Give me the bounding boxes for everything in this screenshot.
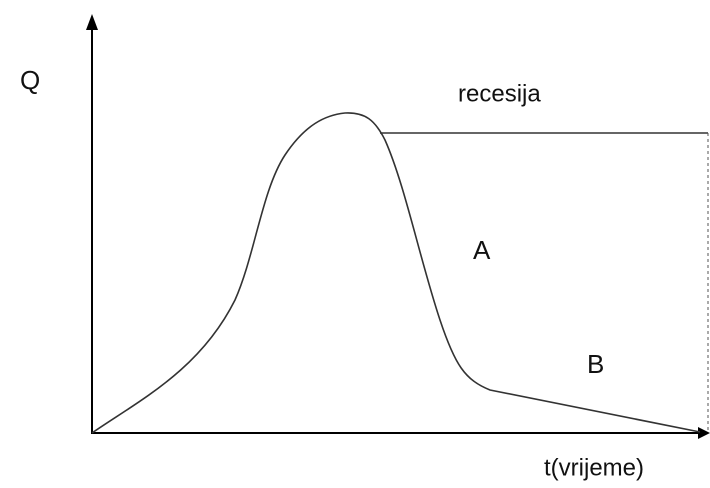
annotation: B <box>587 349 604 379</box>
y-axis-label: Q <box>20 65 40 95</box>
annotation: recesija <box>458 80 541 107</box>
y-arrow <box>86 14 98 30</box>
x-axis-label: t(vrijeme) <box>544 454 644 481</box>
hydrograph-curve <box>91 112 701 434</box>
x-arrow <box>698 427 710 439</box>
annotation: A <box>473 235 491 265</box>
